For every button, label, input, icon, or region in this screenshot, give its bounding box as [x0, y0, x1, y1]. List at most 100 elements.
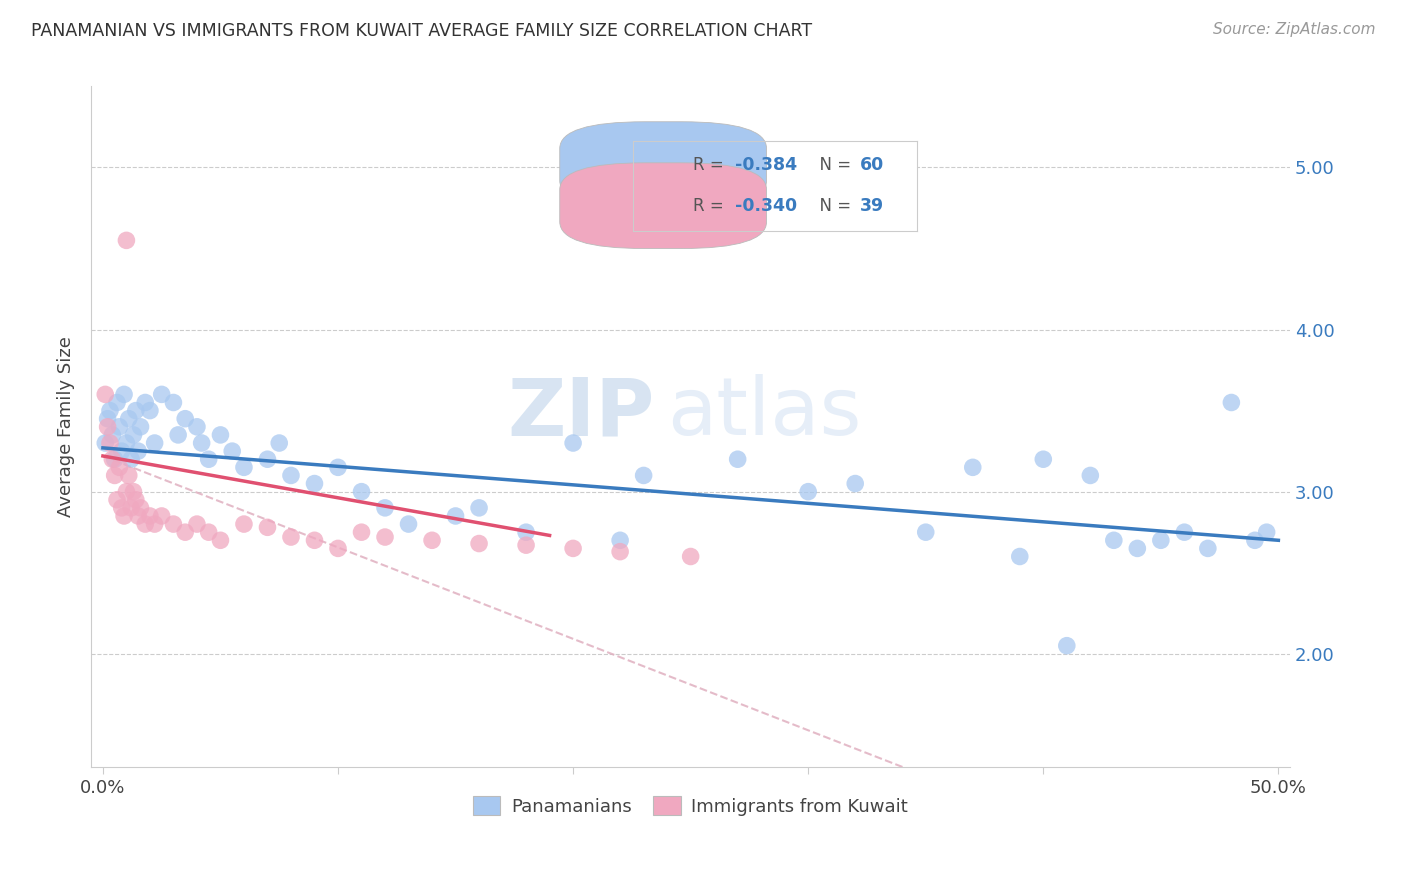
- Point: [118, 411, 141, 425]
- Point: [120, 452, 142, 467]
- Point: [468, 536, 491, 550]
- Point: [134, 395, 156, 409]
- Point: [162, 517, 184, 532]
- Point: [256, 520, 278, 534]
- Point: [844, 476, 866, 491]
- Point: [125, 492, 148, 507]
- Y-axis label: Average Family Size: Average Family Size: [58, 336, 75, 517]
- Point: [111, 444, 134, 458]
- Point: [609, 533, 631, 548]
- Point: [914, 525, 936, 540]
- Point: [112, 508, 135, 523]
- Text: R =: R =: [693, 155, 728, 174]
- Text: -0.340: -0.340: [735, 196, 797, 215]
- Point: [221, 444, 243, 458]
- Point: [101, 452, 124, 467]
- Point: [101, 428, 124, 442]
- Point: [115, 484, 138, 499]
- Text: 39: 39: [860, 196, 884, 215]
- Point: [280, 468, 302, 483]
- Point: [304, 533, 326, 548]
- Point: [350, 525, 373, 540]
- Legend: Panamanians, Immigrants from Kuwait: Panamanians, Immigrants from Kuwait: [465, 789, 915, 823]
- Point: [326, 541, 349, 556]
- Text: Source: ZipAtlas.com: Source: ZipAtlas.com: [1212, 22, 1375, 37]
- Point: [562, 436, 585, 450]
- Point: [1244, 533, 1267, 548]
- Point: [94, 436, 117, 450]
- Point: [197, 525, 219, 540]
- Point: [125, 403, 148, 417]
- Point: [108, 460, 131, 475]
- Point: [97, 411, 120, 425]
- Point: [120, 500, 142, 515]
- Point: [94, 387, 117, 401]
- Text: R =: R =: [693, 196, 728, 215]
- Point: [105, 395, 128, 409]
- Point: [256, 452, 278, 467]
- Point: [115, 233, 138, 247]
- Point: [143, 436, 166, 450]
- Point: [134, 517, 156, 532]
- Point: [374, 500, 396, 515]
- Point: [326, 460, 349, 475]
- Point: [1150, 533, 1173, 548]
- Point: [139, 403, 162, 417]
- Point: [98, 436, 121, 450]
- Point: [174, 411, 197, 425]
- Point: [1173, 525, 1195, 540]
- Point: [444, 508, 467, 523]
- Point: [398, 517, 420, 532]
- Point: [104, 452, 127, 467]
- Point: [186, 517, 208, 532]
- Point: [350, 484, 373, 499]
- Point: [633, 468, 655, 483]
- Point: [420, 533, 443, 548]
- Point: [104, 468, 127, 483]
- Point: [1078, 468, 1101, 483]
- Point: [122, 428, 145, 442]
- Text: -0.384: -0.384: [735, 155, 797, 174]
- Point: [280, 530, 302, 544]
- Point: [515, 525, 537, 540]
- Point: [209, 533, 232, 548]
- Point: [115, 436, 138, 450]
- Point: [108, 419, 131, 434]
- Text: atlas: atlas: [666, 374, 860, 452]
- Text: N =: N =: [808, 155, 856, 174]
- Point: [1197, 541, 1219, 556]
- Point: [1008, 549, 1031, 564]
- Point: [1102, 533, 1125, 548]
- Point: [233, 517, 256, 532]
- Point: [190, 436, 212, 450]
- Point: [112, 387, 135, 401]
- Point: [515, 538, 537, 552]
- Point: [468, 500, 491, 515]
- Point: [727, 452, 749, 467]
- Point: [150, 508, 173, 523]
- Point: [233, 460, 256, 475]
- Text: 60: 60: [860, 155, 884, 174]
- Point: [127, 444, 149, 458]
- Point: [1256, 525, 1278, 540]
- Text: N =: N =: [808, 196, 856, 215]
- Text: PANAMANIAN VS IMMIGRANTS FROM KUWAIT AVERAGE FAMILY SIZE CORRELATION CHART: PANAMANIAN VS IMMIGRANTS FROM KUWAIT AVE…: [31, 22, 813, 40]
- Point: [797, 484, 820, 499]
- Point: [174, 525, 197, 540]
- Point: [143, 517, 166, 532]
- Point: [139, 508, 162, 523]
- Point: [1220, 395, 1243, 409]
- Point: [562, 541, 585, 556]
- Point: [129, 500, 152, 515]
- Point: [105, 492, 128, 507]
- FancyBboxPatch shape: [560, 163, 766, 249]
- Point: [122, 484, 145, 499]
- Point: [609, 544, 631, 558]
- Point: [197, 452, 219, 467]
- Point: [374, 530, 396, 544]
- Point: [97, 419, 120, 434]
- Point: [1056, 639, 1078, 653]
- Point: [209, 428, 232, 442]
- Point: [167, 428, 190, 442]
- Point: [111, 500, 134, 515]
